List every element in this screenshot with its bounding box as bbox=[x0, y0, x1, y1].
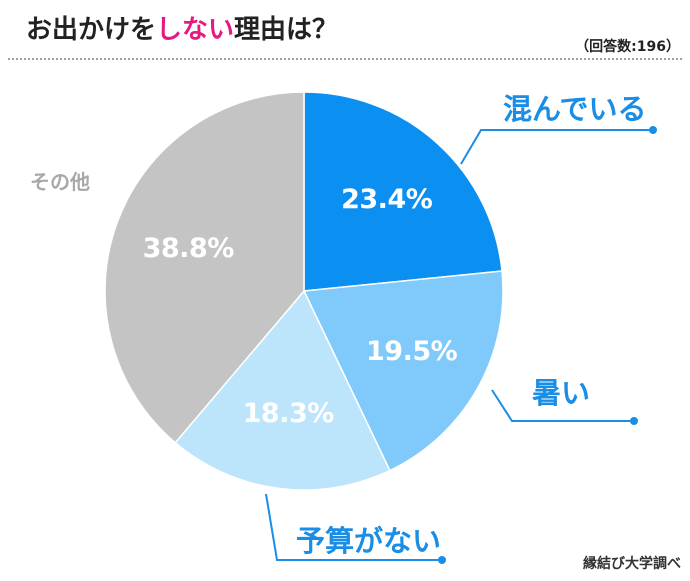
leader-line-crowded bbox=[460, 129, 651, 165]
respondent-count: （回答数:196） bbox=[575, 39, 680, 55]
leader-dot-crowded bbox=[649, 126, 657, 134]
source-credit: 縁結び大学調べ bbox=[583, 556, 681, 572]
title-part-suffix: 理由は？ bbox=[234, 15, 339, 45]
pie bbox=[104, 91, 504, 491]
leader-dot-no-budget bbox=[438, 556, 446, 564]
value-label-hot: 19.5% bbox=[366, 336, 458, 367]
category-label-hot: 暑い bbox=[532, 376, 590, 410]
category-label-crowded: 混んでいる bbox=[503, 92, 647, 126]
title-divider bbox=[8, 58, 682, 60]
leader-dot-hot bbox=[630, 417, 638, 425]
value-label-crowded: 23.4% bbox=[341, 184, 433, 215]
pie-slice-other bbox=[104, 91, 305, 444]
chart-title: お出かけをしない理由は？ bbox=[26, 12, 338, 48]
callout-crowded: 混んでいる bbox=[460, 92, 657, 165]
value-labels: 23.4% 19.5% 18.3% 38.8% bbox=[143, 184, 459, 429]
title-part-highlight: しない bbox=[156, 15, 235, 45]
value-label-no-budget: 18.3% bbox=[243, 398, 335, 429]
pie-slice-crowded bbox=[303, 91, 503, 292]
callout-hot: 暑い bbox=[491, 376, 638, 425]
category-label-no-budget: 予算がない bbox=[296, 524, 441, 558]
pie-slice-no-budget bbox=[174, 289, 391, 491]
category-label-other: その他 bbox=[30, 170, 90, 194]
leader-line-hot bbox=[491, 389, 632, 422]
leader-line-no-budget bbox=[265, 493, 440, 561]
title-part-prefix: お出かけを bbox=[26, 15, 157, 45]
value-label-other: 38.8% bbox=[143, 233, 235, 264]
callout-no-budget: 予算がない bbox=[265, 493, 446, 564]
pie-slice-hot bbox=[302, 270, 504, 472]
